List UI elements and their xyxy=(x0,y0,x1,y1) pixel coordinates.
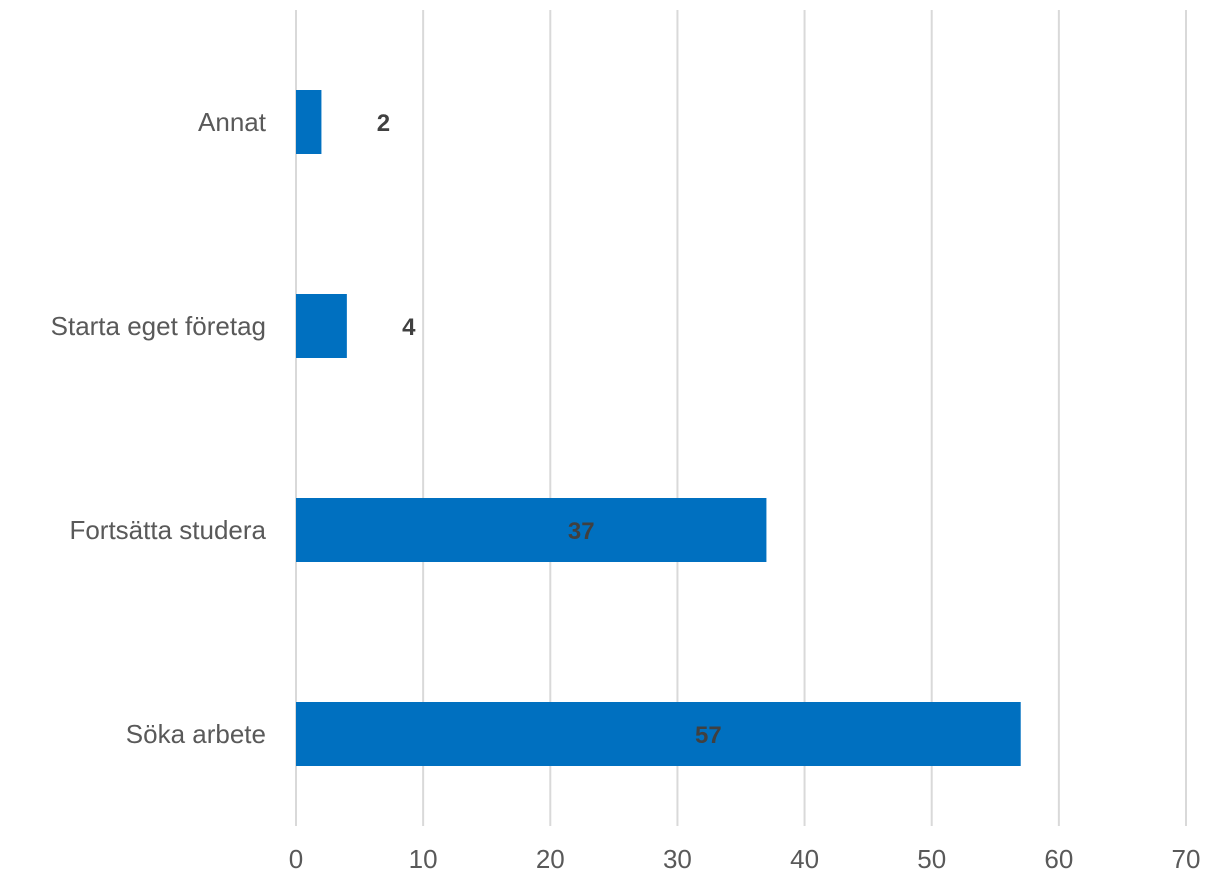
x-tick-label: 50 xyxy=(917,844,946,874)
data-label: 37 xyxy=(568,518,595,545)
x-tick-label: 0 xyxy=(289,844,303,874)
category-label: Söka arbete xyxy=(126,719,266,749)
category-label: Starta eget företag xyxy=(51,311,266,341)
category-label: Annat xyxy=(198,107,267,137)
x-tick-label: 40 xyxy=(790,844,819,874)
data-label: 57 xyxy=(695,722,722,749)
bars xyxy=(296,90,1021,766)
x-tick-label: 60 xyxy=(1044,844,1073,874)
value-axis-tick-labels: 0 10 20 30 40 50 60 70 xyxy=(289,844,1201,874)
x-tick-label: 20 xyxy=(536,844,565,874)
bar xyxy=(296,294,347,358)
category-axis-labels: Annat Starta eget företag Fortsätta studer… xyxy=(51,107,267,749)
data-labels: 2 4 37 57 xyxy=(377,110,722,749)
gridlines xyxy=(295,10,1187,826)
data-label: 4 xyxy=(402,314,416,341)
bar xyxy=(296,702,1021,766)
data-label: 2 xyxy=(377,110,390,137)
x-tick-label: 70 xyxy=(1172,844,1201,874)
bar xyxy=(296,90,322,154)
x-tick-label: 30 xyxy=(663,844,692,874)
category-label: Fortsätta studera xyxy=(69,515,266,545)
bar xyxy=(296,498,767,562)
x-tick-label: 10 xyxy=(409,844,438,874)
